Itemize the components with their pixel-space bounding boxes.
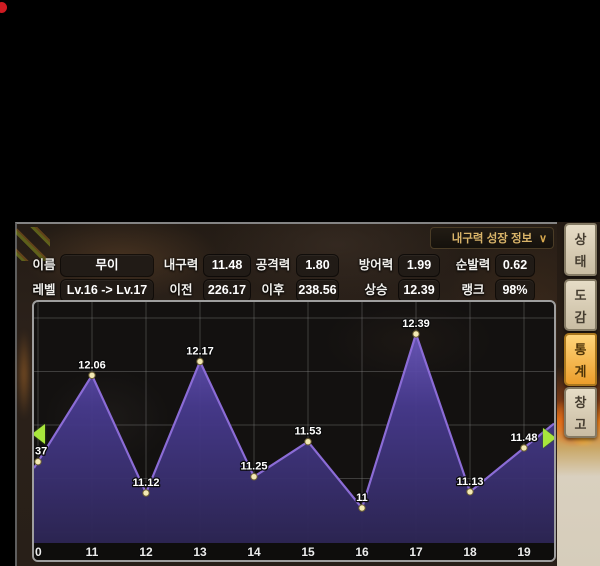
data-point-dot [196,357,204,366]
tab-statistics-char-top: 통 [574,342,587,357]
data-point-dot [34,458,42,466]
agility-value: 0.62 [496,255,534,276]
tab-collection[interactable]: 도 감 [564,279,597,331]
area-fill [34,334,554,543]
tab-statistics-char-bottom: 계 [574,364,587,379]
data-point-dot [520,444,528,452]
data-point-dot [142,489,150,497]
durability-value: 11.48 [204,255,250,276]
tab-collection-char-bottom: 감 [574,309,587,325]
x-axis-tick-label: 16 [355,545,369,559]
x-axis-tick-label: 11 [86,545,99,559]
growth-chart-svg: 37 12.06 11.12 12.17 11.25 11.53 11 12.39 11.13 1… [34,302,554,560]
attack-label: 공격력 [255,258,291,272]
data-point-dot [466,488,474,496]
x-axis-tick-label: 12 [139,545,153,559]
tab-storage-char-bottom: 고 [574,417,587,432]
tab-collection-char-top: 도 [574,287,587,303]
increase-value: 12.39 [399,280,439,301]
data-point-label: 11.13 [457,476,484,488]
chart-type-dropdown[interactable]: 내구력 성장 정보 ∨ [430,227,554,249]
before-value: 226.17 [204,280,250,301]
x-axis-strip [34,543,554,560]
data-point-label: 11.25 [241,461,268,473]
data-point-dot [358,504,366,512]
data-point-dot [412,330,420,338]
growth-chart: 37 12.06 11.12 12.17 11.25 11.53 11 12.39 11.13 1… [32,300,556,562]
background-art-zigzag [16,227,50,261]
increase-label: 상승 [364,283,388,297]
data-point-dot [250,473,258,481]
rank-label: 랭크 [461,283,485,297]
name-label: 이름 [32,258,56,272]
data-point-label: 37 [35,446,47,458]
data-point-label: 12.06 [78,359,106,371]
x-axis-tick-label: 19 [517,545,531,559]
chart-type-dropdown-label: 내구력 성장 정보 [451,233,533,245]
chevron-down-icon: ∨ [538,233,547,245]
data-point-label: 11.53 [295,426,322,438]
data-point-label: 11.12 [133,477,160,489]
attack-value: 1.80 [297,255,338,276]
data-point-dot [304,438,312,446]
tab-storage[interactable]: 창 고 [564,387,597,438]
scroll-right-arrow[interactable] [543,428,554,448]
defense-label: 방어력 [358,258,394,272]
red-cursor-marker [0,2,7,13]
durability-label: 내구력 [163,258,199,272]
x-axis-tick-label: 14 [247,545,261,559]
x-axis-tick-label: 13 [193,545,207,559]
data-point-label: 11.48 [511,432,538,444]
agility-label: 순발력 [455,258,491,272]
data-point-label: 12.17 [186,346,214,358]
tab-status-char-bottom: 태 [574,254,587,269]
tab-status[interactable]: 상 태 [564,223,597,276]
rank-value: 98% [496,280,534,301]
tab-statistics[interactable]: 통 계 [564,333,597,386]
before-label: 이전 [169,283,193,297]
after-value: 238.56 [297,280,338,301]
data-point-label: 12.39 [402,318,430,330]
area-line [34,332,554,510]
after-label: 이후 [261,283,285,297]
name-value: 무이 [61,255,153,276]
data-point-label: 11 [356,492,368,504]
level-value: Lv.16 -> Lv.17 [61,280,153,301]
background-art-ember [17,328,31,420]
x-axis-tick-label: 0 [35,545,42,559]
x-axis-tick-label: 15 [301,545,315,559]
tab-status-char-top: 상 [574,232,587,247]
level-label: 레벨 [32,283,56,297]
scroll-left-arrow[interactable] [34,424,45,444]
data-point-dot [88,371,96,380]
x-axis-tick-label: 17 [409,545,423,559]
tab-storage-char-top: 창 [574,395,587,410]
x-axis-tick-label: 18 [463,545,477,559]
defense-value: 1.99 [399,255,439,276]
